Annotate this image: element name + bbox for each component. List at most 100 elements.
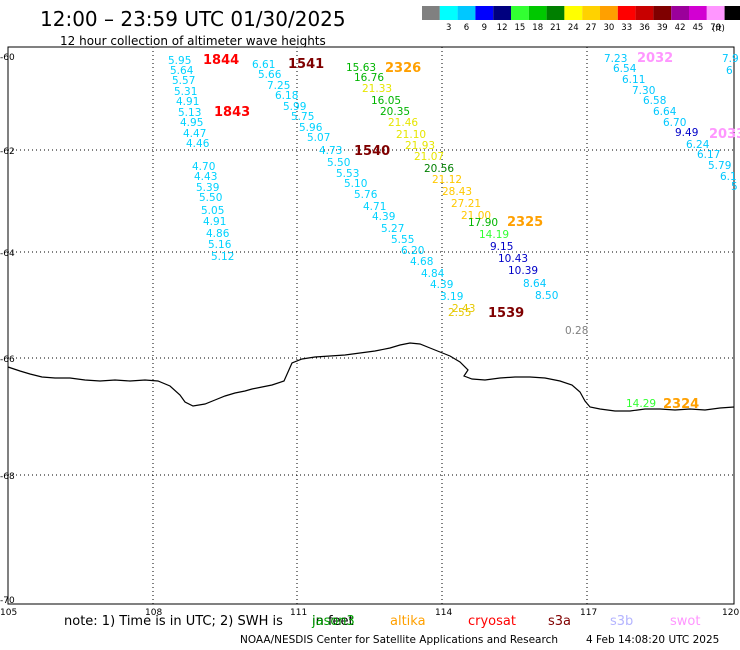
swh-value: 5.55 [391, 234, 414, 246]
pass-label: 2325 [507, 215, 543, 230]
legend-swatch [600, 6, 618, 20]
swh-value: 6.58 [643, 95, 666, 107]
legend-unit: (ft) [712, 24, 725, 34]
lat-label: -64 [0, 249, 15, 259]
swh-value: 5.53 [336, 168, 359, 180]
track-1541-upper: 6.61 5.66 7.25 6.18 5.99 5.75 5.96 5.07 [252, 59, 330, 144]
swh-value: 21.33 [362, 83, 392, 95]
swh-value: 0.28 [565, 325, 588, 337]
swh-value: 7.23 [604, 53, 627, 65]
lat-label: -60 [0, 53, 15, 63]
swh-value: 10.43 [498, 253, 528, 265]
map-frame [7, 46, 735, 605]
pass-label: 2324 [663, 397, 699, 412]
swh-value: 15.63 [346, 62, 376, 74]
footer-note: note: 1) Time is in UTC; 2) SWH is in fe… [64, 614, 700, 629]
legend-swatch [671, 6, 689, 20]
track-2325-cyan: 8.64 8.50 [523, 278, 558, 302]
track-2324: 14.29 [626, 398, 656, 410]
swh-value: 5.75 [291, 111, 314, 123]
swh-value: 5.50 [199, 192, 222, 204]
swh-value: 7.25 [267, 80, 290, 92]
note-suffix: in feet [312, 614, 354, 629]
swh-value: 8.64 [523, 278, 547, 290]
swh-value: 4.95 [180, 117, 203, 129]
legend-label: 70 [710, 23, 721, 33]
swh-value: 3.19 [440, 291, 463, 303]
swh-value: 6.24 [686, 139, 710, 151]
lon-label: 114 [435, 608, 452, 618]
legend-swatch [617, 6, 636, 20]
swh-value: 9.15 [490, 241, 513, 253]
swh-value: 9.49 [675, 127, 698, 139]
swh-value: 6.18 [275, 90, 298, 102]
satellite-jason3: jason3 [311, 614, 355, 629]
swh-value: 5.79 [708, 160, 731, 172]
swh-value: 5.57 [172, 75, 195, 87]
swh-value: 4.91 [176, 96, 199, 108]
swh-value: 21.12 [432, 174, 462, 186]
swh-value: 7.9 [722, 53, 739, 65]
swh-value: 21.93 [405, 140, 435, 152]
swh-value: 5.50 [327, 157, 350, 169]
swh-value: 5.10 [344, 178, 367, 190]
swh-value: 4.84 [421, 268, 445, 280]
antarctic-coastline [7, 342, 735, 412]
pass-label: 2032 [637, 51, 673, 66]
swh-value: 5.16 [208, 239, 232, 251]
swh-value: 4.70 [192, 161, 215, 173]
track-2326-yellow: 21.33 [362, 83, 392, 95]
satellite-s3a: s3a [548, 614, 571, 629]
legend-label: 18 [532, 23, 543, 33]
swh-value: 5.76 [354, 189, 378, 201]
satellite-swot: swot [670, 614, 700, 629]
swh-value: 14.19 [479, 229, 509, 241]
swh-value: 16.76 [354, 72, 384, 84]
swh-value: 4.46 [186, 138, 210, 150]
note-prefix: note: 1) Time is in UTC; 2) SWH is [64, 614, 283, 629]
legend-swatch [422, 6, 440, 20]
legend-label: 33 [621, 23, 632, 33]
track-2325-lime: 14.19 [479, 229, 509, 241]
generated-timestamp: 4 Feb 14:08:20 UTC 2025 [586, 634, 719, 646]
swh-value: 4.39 [430, 279, 453, 291]
legend-label: 42 [675, 23, 686, 33]
legend-label: 21 [550, 23, 561, 33]
page-subtitle: 12 hour collection of altimeter wave hei… [60, 34, 326, 48]
pass-time-labels: 1844 1843 1541 2326 1540 2325 1539 2032 … [203, 51, 740, 412]
swh-value: 5.13 [178, 107, 201, 119]
swh-value: 4.91 [203, 216, 226, 228]
swh-value: 6.17 [697, 149, 720, 161]
track-2032: 7.23 6.54 6.11 7.30 6.58 6.64 6.70 [604, 53, 686, 129]
credit-line: NOAA/NESDIS Center for Satellite Applica… [240, 634, 558, 646]
swh-value: 6.11 [622, 74, 645, 86]
swh-value: 5.96 [299, 122, 323, 134]
legend-swatch [635, 6, 654, 20]
legend-swatch [564, 6, 583, 20]
graticule [8, 47, 734, 604]
wave-height-legend: 3 6 9 12 15 18 21 24 27 30 33 36 39 42 45 70 [422, 6, 740, 33]
lon-label: 117 [580, 608, 597, 618]
swh-value: 6.70 [663, 117, 686, 129]
swh-value: 16.05 [371, 95, 401, 107]
pass-label: 2326 [385, 61, 421, 76]
swh-value: 4.39 [372, 211, 395, 223]
pass-label: 1540 [354, 144, 390, 159]
swh-value: 7.30 [632, 85, 655, 97]
page-title: 12:00 – 23:59 UTC 01/30/2025 [40, 7, 346, 31]
swh-value: 5.95 [168, 55, 191, 67]
legend-swatch [653, 6, 672, 20]
swh-value: 5.05 [201, 205, 224, 217]
legend-swatch [582, 6, 600, 20]
legend-label: 24 [568, 23, 579, 33]
lon-label: 120 [722, 608, 739, 618]
swh-value: 4.73 [319, 145, 342, 157]
swh-value: 5.31 [174, 86, 197, 98]
wave-height-tracks: 5.95 5.64 5.57 5.31 4.91 5.13 4.95 4.47 … [168, 53, 739, 410]
legend-swatch [724, 6, 740, 20]
swh-value: 4.43 [194, 171, 217, 183]
latitude-labels: -60 -62 -64 -66 -68 -70 [0, 53, 15, 606]
satellite-altika: altika [390, 614, 426, 629]
swh-value: 5.12 [211, 251, 234, 263]
legend-label: 6 [464, 23, 469, 33]
